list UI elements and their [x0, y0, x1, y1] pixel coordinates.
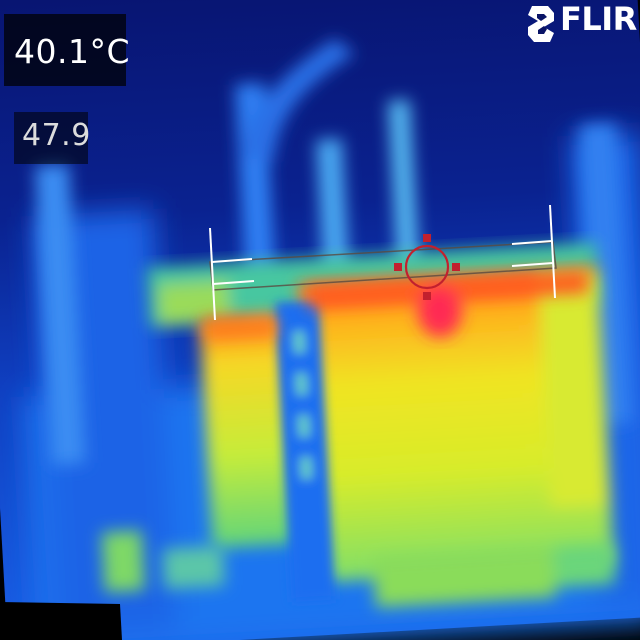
flir-logo-text: FLIR: [560, 0, 637, 38]
scale-max-readout: 47.9: [14, 112, 91, 164]
scale-max-value: 47.9: [22, 118, 91, 153]
flir-logo: FLIR: [524, 0, 637, 42]
spot-temperature-readout: 40.1°C: [4, 14, 130, 86]
flir-logo-icon: [528, 6, 554, 42]
spot-temperature-value: 40.1°C: [14, 32, 131, 71]
